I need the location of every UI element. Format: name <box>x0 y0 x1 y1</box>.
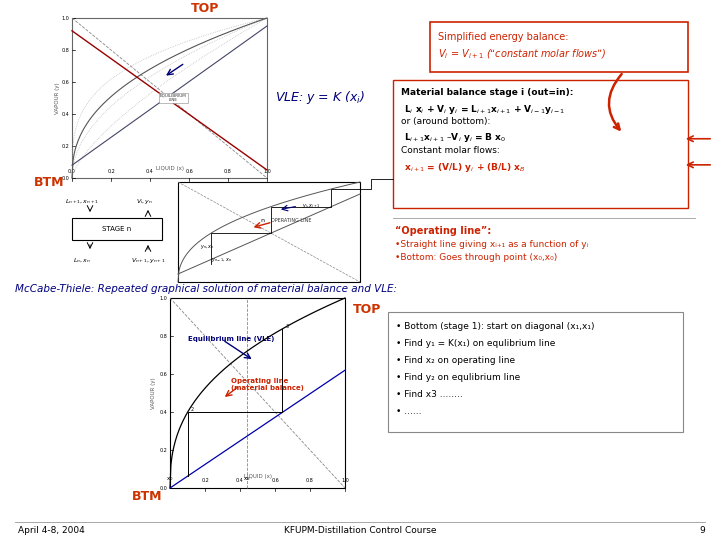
Text: 0.4: 0.4 <box>159 409 167 415</box>
Text: 9: 9 <box>699 526 705 535</box>
Text: Material balance stage i (out=in):: Material balance stage i (out=in): <box>401 88 573 97</box>
Text: 0.6: 0.6 <box>159 372 167 376</box>
Text: 3: 3 <box>285 324 289 329</box>
Text: 0.0: 0.0 <box>159 485 167 490</box>
Bar <box>72 218 162 240</box>
Text: • Find x3 ........: • Find x3 ........ <box>396 390 463 399</box>
Text: x$_B$: x$_B$ <box>243 475 251 483</box>
Text: Simplified energy balance:: Simplified energy balance: <box>438 32 569 42</box>
Text: EQUILIBRIUM
LINE: EQUILIBRIUM LINE <box>160 94 186 102</box>
Text: VAPOUR (y): VAPOUR (y) <box>151 377 156 409</box>
Text: 0.2: 0.2 <box>61 144 69 149</box>
Text: 0.8: 0.8 <box>224 169 232 174</box>
Text: 0.8: 0.8 <box>61 48 69 52</box>
Text: 0.6: 0.6 <box>61 79 69 84</box>
Text: 1.0: 1.0 <box>263 169 271 174</box>
Text: • ......: • ...... <box>396 407 421 416</box>
Text: 0.4: 0.4 <box>236 478 244 483</box>
Text: BTM: BTM <box>34 176 64 189</box>
Text: Constant molar flows:: Constant molar flows: <box>401 146 500 155</box>
Text: $y_i, x_{i+1}$: $y_i, x_{i+1}$ <box>302 202 320 210</box>
Text: 1.0: 1.0 <box>159 295 167 300</box>
Text: L$_i$ x$_i$ + V$_i$ y$_i$ = L$_{i+1}$x$_{i+1}$ + V$_{i-1}$y$_{i-1}$: L$_i$ x$_i$ + V$_i$ y$_i$ = L$_{i+1}$x$_… <box>401 103 565 116</box>
Text: STAGE n: STAGE n <box>102 226 132 232</box>
Text: 0.6: 0.6 <box>271 478 279 483</box>
Text: • Find x₂ on operating line: • Find x₂ on operating line <box>396 356 515 365</box>
Text: BTM: BTM <box>132 490 163 503</box>
Text: Equilibrium line (VLE): Equilibrium line (VLE) <box>187 336 274 342</box>
Text: 0.0: 0.0 <box>61 176 69 180</box>
Text: x$_{i+1}$ = (V/L) y$_i$ + (B/L) x$_B$: x$_{i+1}$ = (V/L) y$_i$ + (B/L) x$_B$ <box>401 160 526 173</box>
Bar <box>430 22 688 72</box>
Text: VAPOUR (y): VAPOUR (y) <box>55 82 60 114</box>
Text: $y_n, x_n$: $y_n, x_n$ <box>200 243 215 251</box>
Text: KFUPM-Distillation Control Course: KFUPM-Distillation Control Course <box>284 526 436 535</box>
Text: $V_i, y_n$: $V_i, y_n$ <box>137 197 153 206</box>
Bar <box>388 312 683 432</box>
Text: Operating line
(material balance): Operating line (material balance) <box>231 378 304 391</box>
Text: 0.2: 0.2 <box>107 169 115 174</box>
Text: 1.0: 1.0 <box>61 16 69 21</box>
Text: • Find y₁ = K(x₁) on equlibrium line: • Find y₁ = K(x₁) on equlibrium line <box>396 339 555 348</box>
Text: $y_{n-1}, x_n$: $y_{n-1}, x_n$ <box>211 256 232 264</box>
Text: VLE: y = K (x$_i$): VLE: y = K (x$_i$) <box>275 90 365 106</box>
Text: $V_{n+1}, y_{n+1}$: $V_{n+1}, y_{n+1}$ <box>130 256 166 265</box>
Bar <box>393 80 688 208</box>
Text: 0.2: 0.2 <box>159 448 167 453</box>
Text: OPERATING LINE: OPERATING LINE <box>271 218 311 222</box>
Text: TOP: TOP <box>190 2 219 15</box>
Text: 0.0: 0.0 <box>68 169 76 174</box>
Text: 0.4: 0.4 <box>61 111 69 117</box>
Text: 2: 2 <box>191 407 194 413</box>
Text: L$_{i+1}$x$_{i+1}$ –V$_i$ y$_i$ = B x$_0$: L$_{i+1}$x$_{i+1}$ –V$_i$ y$_i$ = B x$_0… <box>401 132 506 145</box>
Text: x$_0$: x$_0$ <box>166 475 174 483</box>
Text: • Bottom (stage 1): start on diagonal (x₁,x₁): • Bottom (stage 1): start on diagonal (x… <box>396 322 595 331</box>
Text: LIQUID (x): LIQUID (x) <box>243 474 271 479</box>
Text: •Bottom: Goes through point (x₀,x₀): •Bottom: Goes through point (x₀,x₀) <box>395 253 557 262</box>
Text: $L_{n+1}, x_{n+1}$: $L_{n+1}, x_{n+1}$ <box>65 197 99 206</box>
Text: • Find y₂ on equlibrium line: • Find y₂ on equlibrium line <box>396 373 521 382</box>
Text: n: n <box>260 218 264 223</box>
Text: April 4-8, 2004: April 4-8, 2004 <box>18 526 85 535</box>
Text: 1.0: 1.0 <box>341 478 349 483</box>
Bar <box>170 298 345 488</box>
Text: “Operating line”:: “Operating line”: <box>395 226 491 236</box>
Bar <box>178 182 360 282</box>
Text: or (around bottom):: or (around bottom): <box>401 117 490 126</box>
Text: TOP: TOP <box>353 303 382 316</box>
Text: 0.6: 0.6 <box>185 169 193 174</box>
Text: $L_n, x_n$: $L_n, x_n$ <box>73 256 91 265</box>
Text: McCabe-Thiele: Repeated graphical solution of material balance and VLE:: McCabe-Thiele: Repeated graphical soluti… <box>15 284 397 294</box>
Text: LIQUID (x): LIQUID (x) <box>156 166 184 171</box>
Text: •Straight line giving xᵢ₊₁ as a function of yᵢ: •Straight line giving xᵢ₊₁ as a function… <box>395 240 588 249</box>
Text: 0.8: 0.8 <box>306 478 314 483</box>
Text: 0.8: 0.8 <box>159 334 167 339</box>
Bar <box>72 18 267 178</box>
Text: 0.4: 0.4 <box>146 169 154 174</box>
Text: 0.2: 0.2 <box>201 478 209 483</box>
Text: V$_i$ = V$_{i+1}$ (“constant molar flows”): V$_i$ = V$_{i+1}$ (“constant molar flows… <box>438 47 607 60</box>
